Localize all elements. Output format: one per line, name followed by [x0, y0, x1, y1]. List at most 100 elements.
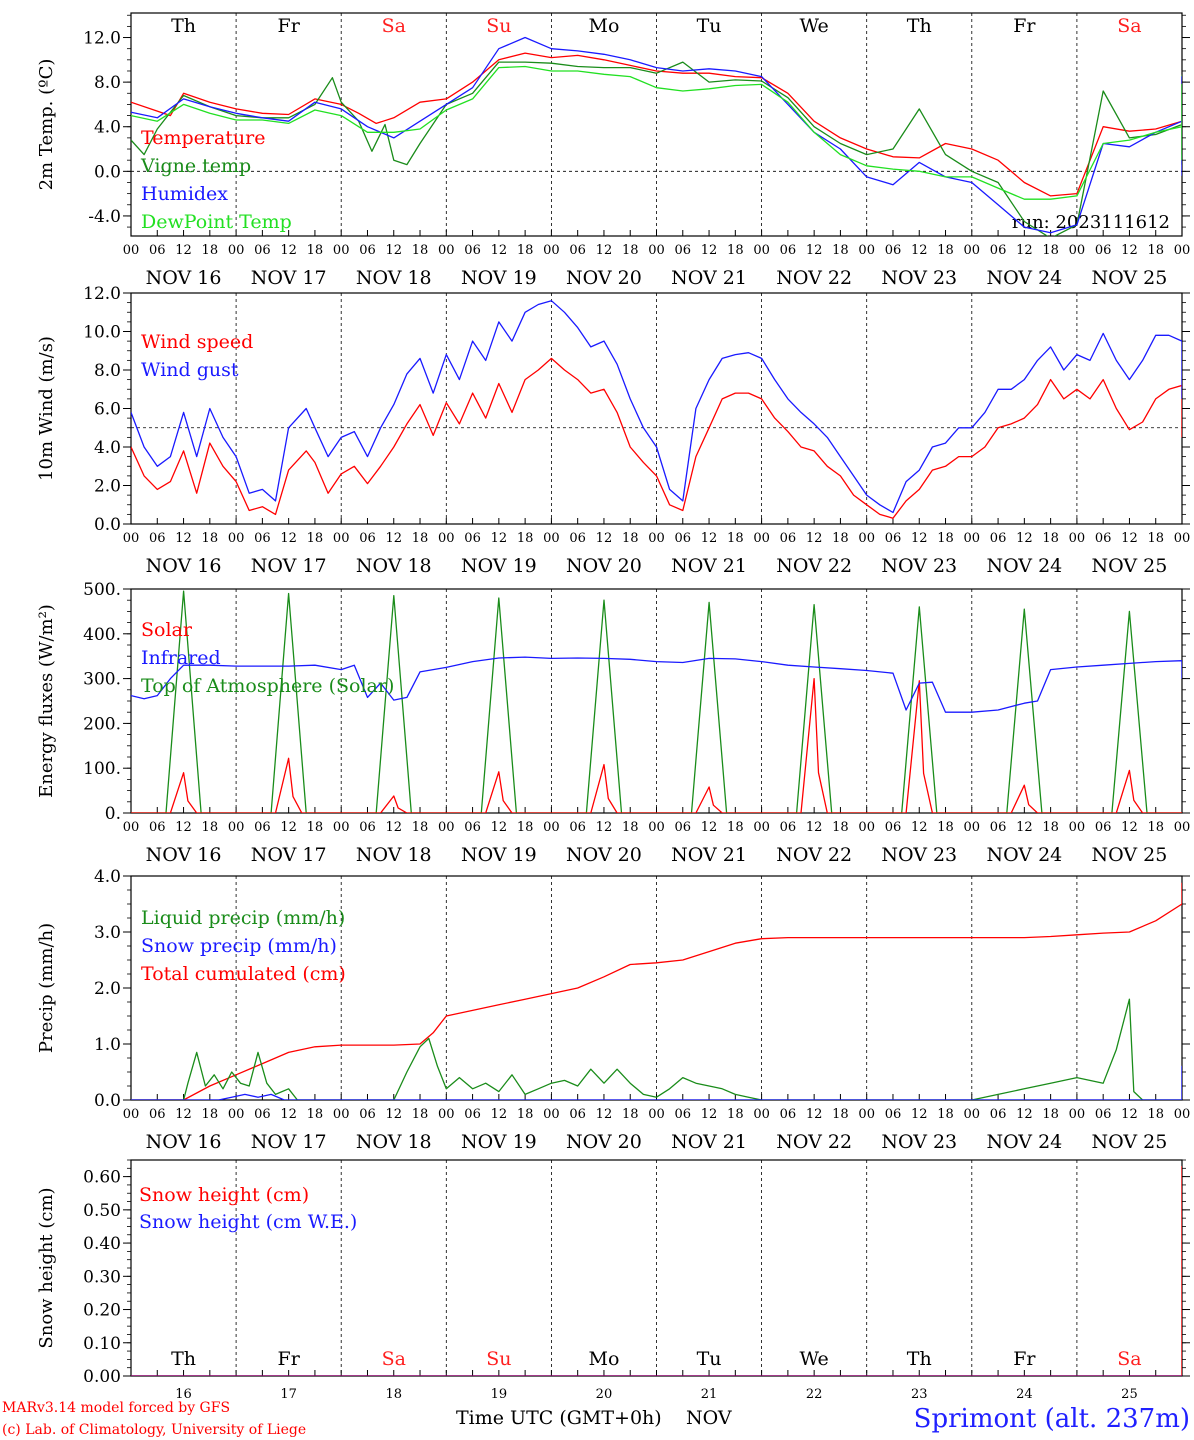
weekday-label: Su	[486, 15, 511, 37]
x-tick-label: 12	[911, 1107, 928, 1122]
x-tick-label: 00	[228, 531, 245, 546]
x-tick-label: 00	[333, 820, 350, 835]
x-tick-label: 00	[964, 531, 981, 546]
x-tick-label: 18	[412, 531, 429, 546]
x-tick-label: 18	[202, 531, 219, 546]
date-label: NOV 20	[566, 1131, 642, 1153]
x-tick-label: 18	[1147, 243, 1164, 258]
x-tick-label: 12	[1121, 1107, 1138, 1122]
x-tick-label: 12	[596, 531, 613, 546]
series-line-3	[131, 65, 1182, 200]
y-tick-label: 100.	[83, 759, 121, 779]
y-axis-label: Energy fluxes (W/m²)	[36, 604, 57, 798]
date-label: NOV 23	[881, 844, 957, 866]
x-tick-label: 06	[359, 1107, 376, 1122]
date-label: NOV 16	[146, 267, 222, 289]
x-tick-label: 12	[385, 243, 402, 258]
y-tick-label: 0.10	[83, 1334, 121, 1354]
x-tick-label: 18	[307, 1107, 324, 1122]
date-label: NOV 20	[566, 844, 642, 866]
series-group	[131, 300, 1182, 519]
x-tick-label: 18	[307, 243, 324, 258]
legend-entry: Humidex	[141, 183, 228, 205]
y-tick-label: 0.0	[94, 1091, 121, 1111]
x-tick-label: 12	[491, 820, 508, 835]
x-tick-label: 06	[990, 1107, 1007, 1122]
date-label: NOV 17	[251, 555, 327, 577]
x-tick-label: 06	[885, 1107, 902, 1122]
date-label: NOV 23	[881, 1131, 957, 1153]
day-number-label: 18	[385, 1387, 402, 1402]
x-tick-label: 00	[1174, 1107, 1191, 1122]
date-label: NOV 24	[986, 844, 1062, 866]
series-group	[131, 882, 1182, 1100]
x-tick-label: 00	[858, 1107, 875, 1122]
date-label: NOV 24	[986, 1131, 1062, 1153]
day-number-label: 17	[280, 1387, 297, 1402]
x-tick-label: 06	[359, 243, 376, 258]
date-label: NOV 22	[776, 844, 852, 866]
date-label: NOV 19	[461, 1131, 537, 1153]
y-tick-label: 200.	[83, 714, 121, 734]
day-number-label: 22	[806, 1387, 823, 1402]
x-tick-label: 18	[412, 1107, 429, 1122]
legend-entry: Temperature	[141, 127, 265, 149]
x-tick-label: 18	[937, 1107, 954, 1122]
model-credit: MARv3.14 model forced by GFS	[2, 1400, 230, 1416]
x-tick-label: 12	[1121, 243, 1138, 258]
y-tick-label: 0.0	[94, 515, 121, 535]
legend-entry: Snow height (cm W.E.)	[139, 1211, 357, 1233]
date-label: NOV 17	[251, 1131, 327, 1153]
date-label: NOV 22	[776, 267, 852, 289]
weekday-label: We	[800, 1348, 829, 1370]
x-tick-label: 18	[1147, 820, 1164, 835]
x-tick-label: 00	[123, 820, 140, 835]
x-tick-label: 00	[648, 531, 665, 546]
date-label: NOV 19	[461, 267, 537, 289]
legend-entry: Liquid precip (mm/h)	[141, 907, 345, 929]
x-tick-label: 00	[1069, 243, 1086, 258]
date-label: NOV 21	[671, 1131, 747, 1153]
y-tick-label: 0.30	[83, 1267, 121, 1287]
panel-energy: 0. 100. 200. 300. 400. 500. Energy fluxes (W/m…	[36, 580, 1190, 866]
plot-frame	[130, 12, 1183, 237]
date-label: NOV 22	[776, 555, 852, 577]
x-tick-label: 12	[175, 1107, 192, 1122]
x-tick-label: 00	[438, 531, 455, 546]
x-tick-label: 06	[675, 243, 692, 258]
x-tick-label: 18	[1042, 1107, 1059, 1122]
legend-entry: Wind gust	[141, 359, 239, 381]
x-tick-label: 12	[280, 531, 297, 546]
weekday-label: We	[800, 15, 829, 37]
x-tick-label: 12	[911, 820, 928, 835]
date-label: NOV 21	[671, 267, 747, 289]
legend-entry: Vigne temp	[140, 155, 251, 177]
x-tick-label: 12	[385, 1107, 402, 1122]
x-tick-label: 00	[753, 1107, 770, 1122]
x-tick-label: 12	[806, 243, 823, 258]
weekday-label: Th	[171, 15, 196, 37]
x-tick-label: 00	[438, 820, 455, 835]
x-tick-label: 18	[517, 531, 534, 546]
date-label: NOV 21	[671, 555, 747, 577]
x-tick-label: 12	[596, 820, 613, 835]
x-tick-label: 18	[1042, 531, 1059, 546]
date-label: NOV 19	[461, 844, 537, 866]
day-number-label: 21	[701, 1387, 718, 1402]
x-tick-label: 12	[1121, 531, 1138, 546]
weekday-label: Th	[907, 15, 932, 37]
x-tick-label: 06	[464, 531, 481, 546]
y-axis-label: Precip (mm/h)	[36, 923, 57, 1053]
legend-entry: Snow height (cm)	[139, 1184, 309, 1206]
x-axis-month: NOV	[686, 1407, 732, 1429]
toa-solar-line	[131, 590, 1182, 813]
x-tick-label: 00	[753, 531, 770, 546]
y-tick-label: 4.0	[94, 867, 121, 887]
x-tick-label: 12	[701, 243, 718, 258]
station-name: Sprimont (alt. 237m)	[914, 1404, 1190, 1434]
x-tick-label: 12	[1121, 820, 1138, 835]
x-tick-label: 12	[175, 243, 192, 258]
x-tick-label: 00	[543, 531, 560, 546]
date-label: NOV 20	[566, 555, 642, 577]
x-tick-label: 18	[307, 820, 324, 835]
